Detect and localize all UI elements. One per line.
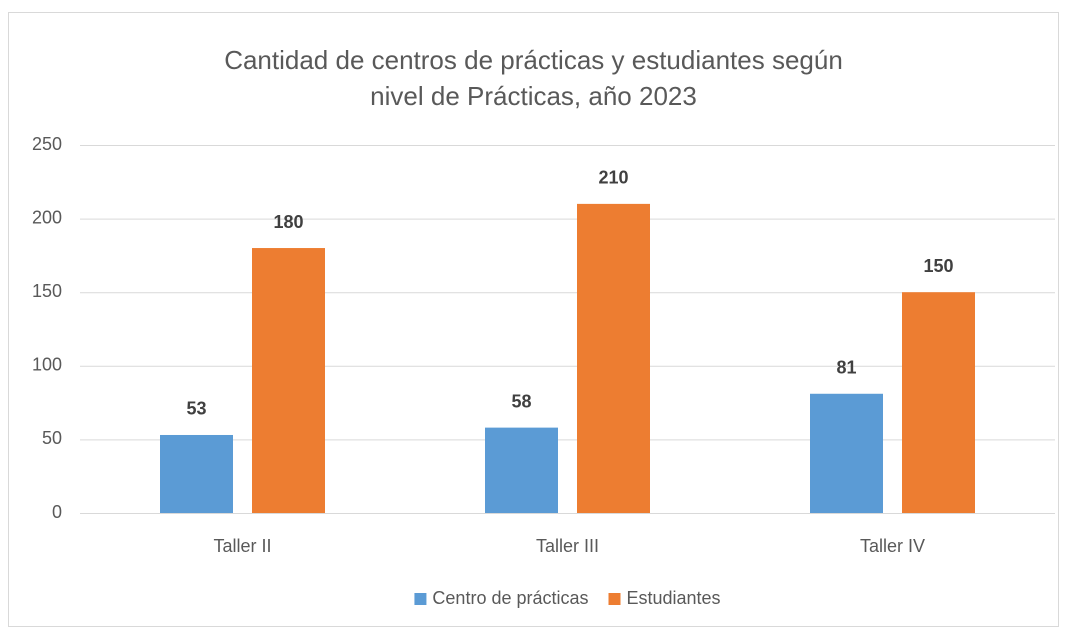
- bar: [577, 203, 650, 513]
- legend-swatch: [608, 593, 621, 605]
- y-tick-label: 200: [32, 207, 62, 227]
- bar: [485, 427, 558, 513]
- bar: [160, 434, 233, 513]
- bar: [252, 248, 325, 514]
- data-label: 53: [186, 399, 206, 419]
- data-label: 150: [923, 256, 953, 276]
- legend-label: Centro de prácticas: [432, 588, 588, 608]
- chart-title: Cantidad de centros de prácticas y estud…: [224, 45, 843, 111]
- data-label: 81: [836, 358, 856, 378]
- y-tick-label: 50: [42, 428, 62, 448]
- y-tick-label: 150: [32, 281, 62, 301]
- x-tick-label: Taller IV: [860, 536, 925, 556]
- data-label: 58: [511, 391, 531, 411]
- y-tick-label: 100: [32, 355, 62, 375]
- legend-label: Estudiantes: [627, 588, 721, 608]
- x-tick-label: Taller III: [536, 536, 599, 556]
- y-tick-label: 0: [52, 502, 62, 522]
- legend-swatch: [414, 593, 427, 605]
- y-tick-label: 250: [32, 134, 62, 154]
- bar: [902, 292, 975, 513]
- data-label: 210: [598, 168, 628, 188]
- bar: [810, 393, 883, 513]
- chart-border: [8, 12, 1059, 627]
- data-label: 180: [273, 212, 303, 232]
- x-tick-label: Taller II: [213, 536, 271, 556]
